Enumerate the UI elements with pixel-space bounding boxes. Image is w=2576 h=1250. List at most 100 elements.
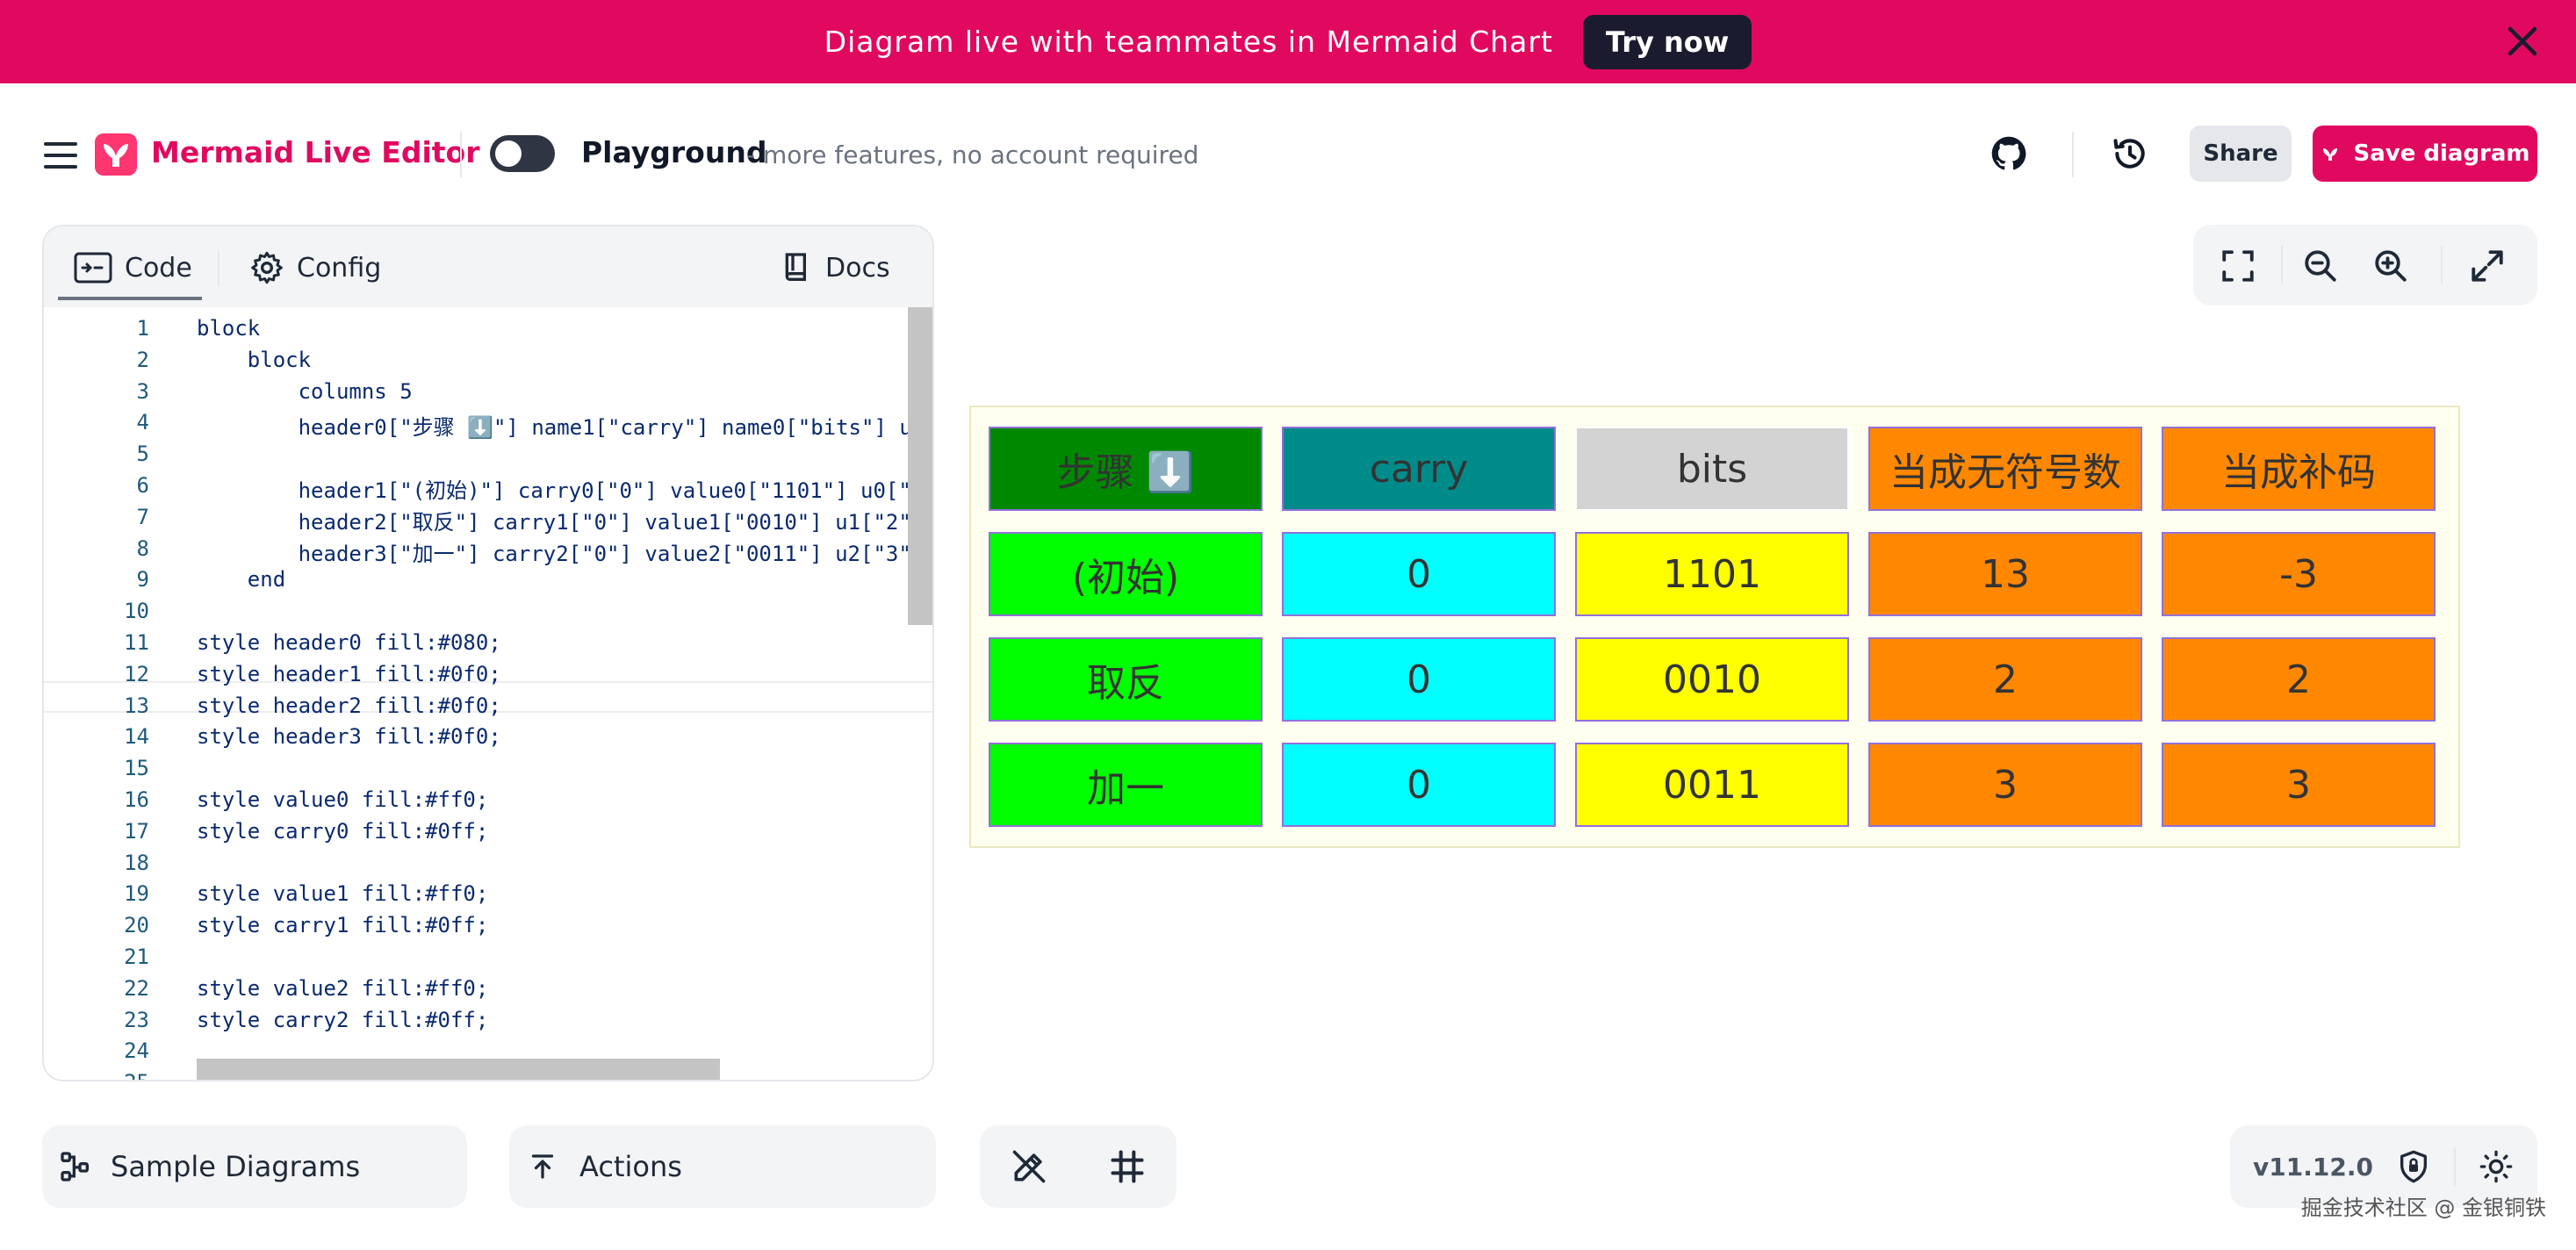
code-line: style header3 fill:#0f0; (197, 724, 501, 750)
expand-icon[interactable] (2469, 248, 2506, 284)
menu-icon[interactable] (44, 142, 77, 169)
banner-text: Diagram live with teammates in Mermaid C… (824, 25, 1553, 59)
mermaid-chart-icon (2323, 148, 2338, 161)
upload-icon (531, 1154, 554, 1179)
line-number: 18 (124, 850, 149, 875)
code-line: style header2 fill:#0f0; (197, 693, 501, 718)
toolbar-divider-2 (2441, 246, 2443, 284)
tab-code[interactable]: Code (74, 246, 192, 290)
playground-label: Playground (581, 135, 767, 169)
line-number: 3 (136, 378, 149, 404)
diagram-block[interactable]: -3 (2162, 532, 2436, 616)
diagram-block[interactable]: bits (1575, 427, 1849, 511)
header-divider-right (2072, 132, 2074, 177)
code-line: style value0 fill:#ff0; (197, 787, 489, 812)
line-number: 19 (124, 881, 149, 907)
code-line: header0["步骤 ⬇️"] name1["carry"] name0["b… (197, 415, 934, 441)
line-number: 17 (124, 818, 149, 844)
pencil-off-icon[interactable] (1010, 1147, 1048, 1186)
code-line: header2["取反"] carry1["0"] value1["0010"]… (197, 509, 934, 535)
docs-link[interactable]: Docs (781, 246, 890, 290)
code-icon (74, 252, 112, 284)
diagram-block[interactable]: 当成无符号数 (1868, 427, 2142, 511)
code-editor-panel: Code Config Docs 1 block 2 block 3 columns … (42, 225, 934, 1081)
line-number: 15 (124, 756, 149, 781)
diagram-block[interactable]: 0 (1282, 637, 1556, 722)
diagram-block[interactable]: 当成补码 (2162, 427, 2436, 511)
diagram-block[interactable]: 0 (1282, 743, 1556, 827)
active-tab-indicator (58, 297, 202, 300)
promo-banner: Diagram live with teammates in Mermaid C… (0, 0, 2576, 83)
block-diagram[interactable]: 步骤 ⬇️ carry bits 当成无符号数 当成补码 (初始) 0 1101 13 -3 取反 0… (969, 406, 2460, 848)
shield-lock-icon[interactable] (2396, 1149, 2431, 1184)
sample-diagrams-panel[interactable]: Sample Diagrams (42, 1125, 467, 1208)
code-line: header3["加一"] carry2["0"] value2["0011"]… (197, 541, 934, 566)
line-number: 4 (136, 410, 149, 435)
code-line: style carry0 fill:#0ff; (197, 818, 489, 844)
code-line: style header1 fill:#0f0; (197, 661, 501, 686)
github-icon[interactable] (1990, 134, 2028, 173)
playground-toggle[interactable] (490, 135, 555, 172)
actions-panel[interactable]: Actions (509, 1125, 936, 1208)
version-divider (2453, 1147, 2456, 1186)
try-now-button[interactable]: Try now (1582, 14, 1752, 69)
zoom-in-icon[interactable] (2372, 248, 2409, 284)
sun-icon[interactable] (2479, 1149, 2514, 1184)
diagram-block[interactable]: 0011 (1575, 743, 1849, 827)
vertical-scrollbar[interactable] (908, 307, 932, 625)
diagram-block[interactable]: 取反 (989, 637, 1263, 722)
line-number: 21 (124, 945, 149, 969)
close-icon[interactable] (2504, 23, 2541, 60)
diagram-block[interactable]: (初始) (989, 532, 1263, 616)
diagram-block[interactable]: 0 (1282, 532, 1556, 616)
diagram-block[interactable]: 2 (1868, 637, 2142, 722)
diagram-block[interactable]: 3 (1868, 743, 2142, 827)
version-label: v11.12.0 (2253, 1152, 2373, 1182)
diagram-block[interactable]: 加一 (989, 743, 1263, 827)
diagram-block[interactable]: carry (1282, 427, 1556, 511)
diagram-icon (61, 1152, 89, 1182)
fit-screen-icon[interactable] (2220, 248, 2256, 284)
line-number: 8 (136, 535, 149, 561)
code-line: end (197, 567, 286, 593)
code-line: style value1 fill:#ff0; (197, 881, 489, 907)
editor-tabs: Code Config Docs (44, 226, 932, 307)
code-area[interactable]: 1 block 2 block 3 columns 5 4 header0["步骤 ⬇️… (44, 307, 934, 1080)
line-number: 23 (124, 1007, 149, 1032)
code-line: block (197, 347, 312, 372)
line-number: 16 (124, 787, 149, 812)
book-icon (785, 253, 806, 281)
share-button[interactable]: Share (2190, 126, 2292, 182)
save-diagram-label: Save diagram (2353, 140, 2530, 167)
app-title[interactable]: Mermaid Live Editor (151, 135, 480, 169)
docs-label: Docs (825, 252, 890, 284)
diagram-block[interactable]: 13 (1868, 532, 2142, 616)
line-number: 14 (124, 724, 149, 750)
zoom-out-icon[interactable] (2302, 248, 2339, 284)
line-number: 1 (136, 316, 149, 341)
diagram-block[interactable]: 0010 (1575, 637, 1849, 722)
diagram-block[interactable]: 2 (2162, 637, 2436, 722)
line-number: 13 (124, 693, 149, 718)
code-line: style value2 fill:#ff0; (197, 975, 489, 1001)
code-line: columns 5 (197, 378, 413, 404)
canvas-tools-panel (980, 1125, 1176, 1208)
diagram-block[interactable]: 3 (2162, 743, 2436, 827)
horizontal-scrollbar[interactable] (197, 1059, 720, 1080)
diagram-toolbar (2193, 225, 2537, 305)
line-number: 22 (124, 975, 149, 1001)
diagram-block[interactable]: 1101 (1575, 532, 1849, 616)
line-number: 7 (136, 504, 149, 529)
actions-label: Actions (579, 1150, 682, 1183)
header-divider (460, 132, 462, 177)
code-line: block (197, 316, 261, 341)
save-diagram-button[interactable]: Save diagram (2313, 126, 2537, 182)
tab-config[interactable]: Config (249, 246, 381, 290)
line-number: 9 (136, 567, 149, 593)
current-line-highlight (44, 681, 932, 713)
code-line: style carry1 fill:#0ff; (197, 913, 489, 938)
grid-icon[interactable] (1108, 1147, 1147, 1186)
code-line: header1["(初始)"] carry0["0"] value0["1101… (197, 478, 934, 503)
history-icon[interactable] (2111, 134, 2149, 173)
diagram-block[interactable]: 步骤 ⬇️ (989, 427, 1263, 511)
